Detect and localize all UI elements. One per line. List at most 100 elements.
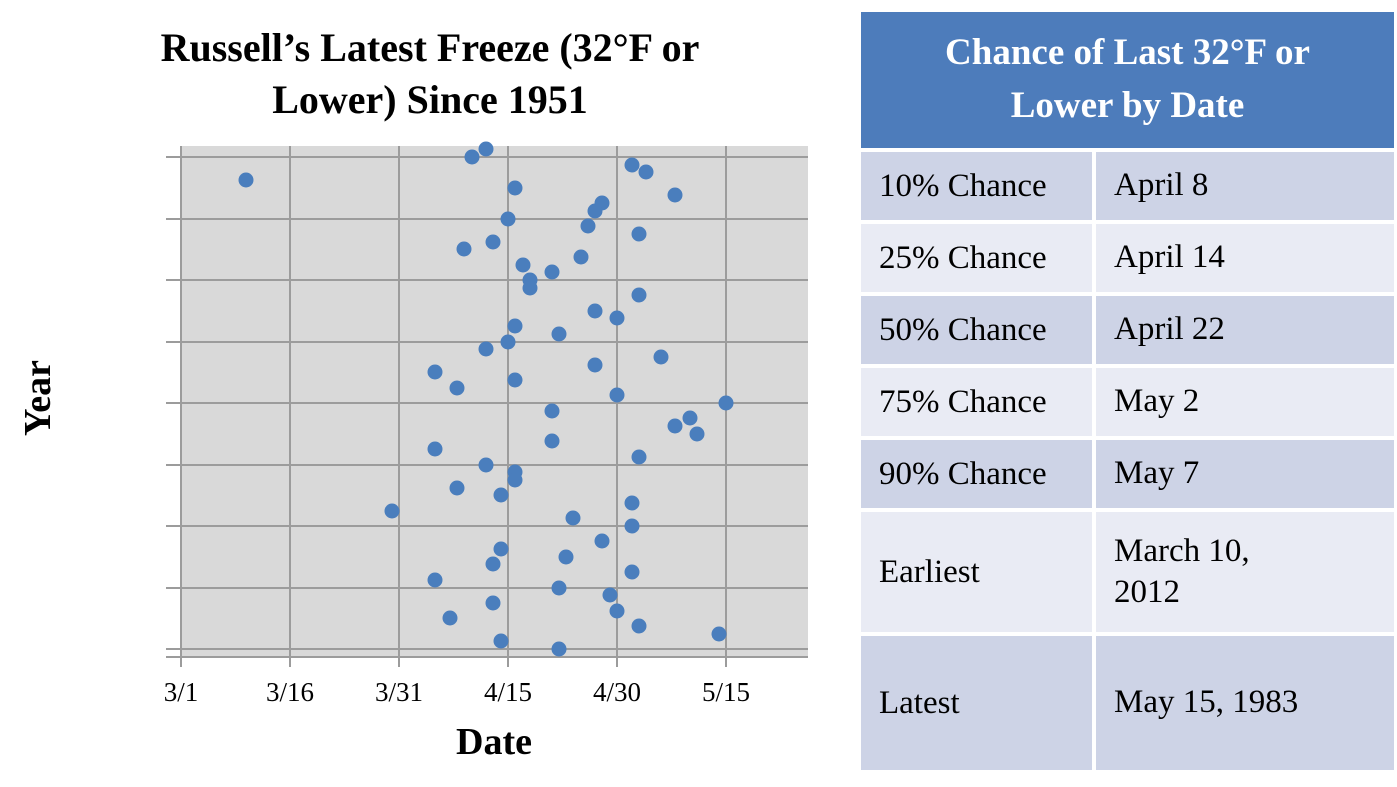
data-point <box>238 172 254 188</box>
x-axis-tick <box>180 658 182 667</box>
data-point <box>384 503 400 519</box>
row-value: March 10, 2012 <box>1114 532 1250 610</box>
row-value-cell: May 2 <box>1096 368 1394 436</box>
data-point <box>609 387 625 403</box>
data-point <box>449 380 465 396</box>
chart-title-line1: Russell’s Latest Freeze (32°F or <box>160 25 700 70</box>
table-row: 90% Chance May 7 <box>861 440 1394 508</box>
x-axis-line <box>166 656 808 658</box>
data-point <box>587 303 603 319</box>
x-axis-tick <box>725 658 728 667</box>
row-value-cell: April 22 <box>1096 296 1394 364</box>
data-point <box>587 357 603 373</box>
gridline-horizontal <box>181 217 808 220</box>
data-point <box>689 426 705 442</box>
chance-table: Chance of Last 32°F or Lower by Date 10%… <box>861 12 1394 770</box>
y-axis-tick <box>166 217 181 220</box>
gridline-horizontal <box>181 279 808 281</box>
y-axis-tick <box>166 525 181 527</box>
data-point <box>442 610 458 626</box>
data-point <box>507 372 523 388</box>
row-label-cell: Latest <box>861 636 1092 770</box>
row-value: May 15, 1983 <box>1114 684 1299 721</box>
data-point <box>485 595 501 611</box>
row-value-cell: March 10, 2012 <box>1096 512 1394 632</box>
gridline-vertical <box>289 146 291 657</box>
data-point <box>624 157 640 173</box>
data-point <box>544 403 560 419</box>
row-label-cell: Earliest <box>861 512 1092 632</box>
data-point <box>507 472 523 488</box>
gridline-horizontal <box>181 402 808 404</box>
data-point <box>427 364 443 380</box>
data-point <box>653 349 669 365</box>
data-point <box>587 203 603 219</box>
data-point <box>558 549 574 565</box>
data-point <box>544 433 560 449</box>
gridline-horizontal <box>181 340 808 343</box>
x-tick-label: 3/1 <box>163 677 199 707</box>
gridline-vertical <box>180 146 182 657</box>
data-point <box>500 211 516 226</box>
x-tick-label: 4/30 <box>593 677 642 707</box>
data-point <box>478 457 494 472</box>
data-point <box>580 218 596 234</box>
data-point <box>609 603 625 619</box>
x-axis-tick <box>616 658 619 667</box>
row-value: April 8 <box>1114 167 1209 204</box>
data-point <box>427 572 443 588</box>
data-point <box>551 641 567 657</box>
y-axis-tick <box>166 156 181 158</box>
data-point <box>667 187 683 203</box>
y-axis-tick <box>166 340 181 343</box>
y-axis-tick <box>166 402 181 404</box>
y-axis-tick <box>166 463 181 466</box>
data-point <box>464 149 480 165</box>
table-row: Earliest March 10, 2012 <box>861 512 1394 632</box>
x-axis-tick <box>289 658 291 667</box>
x-tick-label: 5/15 <box>702 677 751 707</box>
data-point <box>624 564 640 580</box>
row-value: April 14 <box>1114 239 1225 276</box>
data-point <box>427 441 443 457</box>
data-point <box>478 341 494 357</box>
data-point <box>493 541 509 557</box>
row-value: May 7 <box>1114 455 1200 492</box>
freeze-scatter-chart: Russell’s Latest Freeze (32°F or Lower) … <box>17 22 830 763</box>
data-point <box>573 249 589 265</box>
row-value-cell: April 8 <box>1096 152 1394 220</box>
table-header-line1: Chance of Last 32°F or <box>945 32 1310 73</box>
data-point <box>485 234 501 250</box>
data-point <box>682 410 698 426</box>
x-tick-label: 4/15 <box>483 677 533 707</box>
row-label-cell: 25% Chance <box>861 224 1092 292</box>
data-point <box>500 334 516 349</box>
chart-title: Russell’s Latest Freeze (32°F or Lower) … <box>30 22 830 126</box>
table-row: 75% Chance May 2 <box>861 368 1394 436</box>
row-label-cell: 10% Chance <box>861 152 1092 220</box>
gridline-vertical <box>398 146 400 657</box>
table-row: Latest May 15, 1983 <box>861 636 1394 770</box>
x-axis-title: Date <box>456 721 532 763</box>
data-point <box>565 510 581 526</box>
data-point <box>638 164 654 180</box>
row-value-cell: April 14 <box>1096 224 1394 292</box>
data-point <box>602 587 618 603</box>
y-axis-title: Year <box>17 360 59 436</box>
gridline-horizontal <box>181 648 808 650</box>
gridline-horizontal <box>181 156 808 158</box>
data-point <box>594 533 610 549</box>
data-point <box>522 280 538 296</box>
data-point <box>493 487 509 503</box>
table-header-line2: Lower by Date <box>1010 84 1245 126</box>
x-tick-label: 3/31 <box>374 677 424 707</box>
y-axis-tick <box>166 586 181 589</box>
data-point <box>507 318 523 334</box>
row-value-cell: May 15, 1983 <box>1096 636 1394 770</box>
data-point <box>449 480 465 496</box>
gridline-horizontal <box>181 463 808 466</box>
row-label-cell: 90% Chance <box>861 440 1092 508</box>
data-point <box>515 257 531 273</box>
data-point <box>624 495 640 511</box>
